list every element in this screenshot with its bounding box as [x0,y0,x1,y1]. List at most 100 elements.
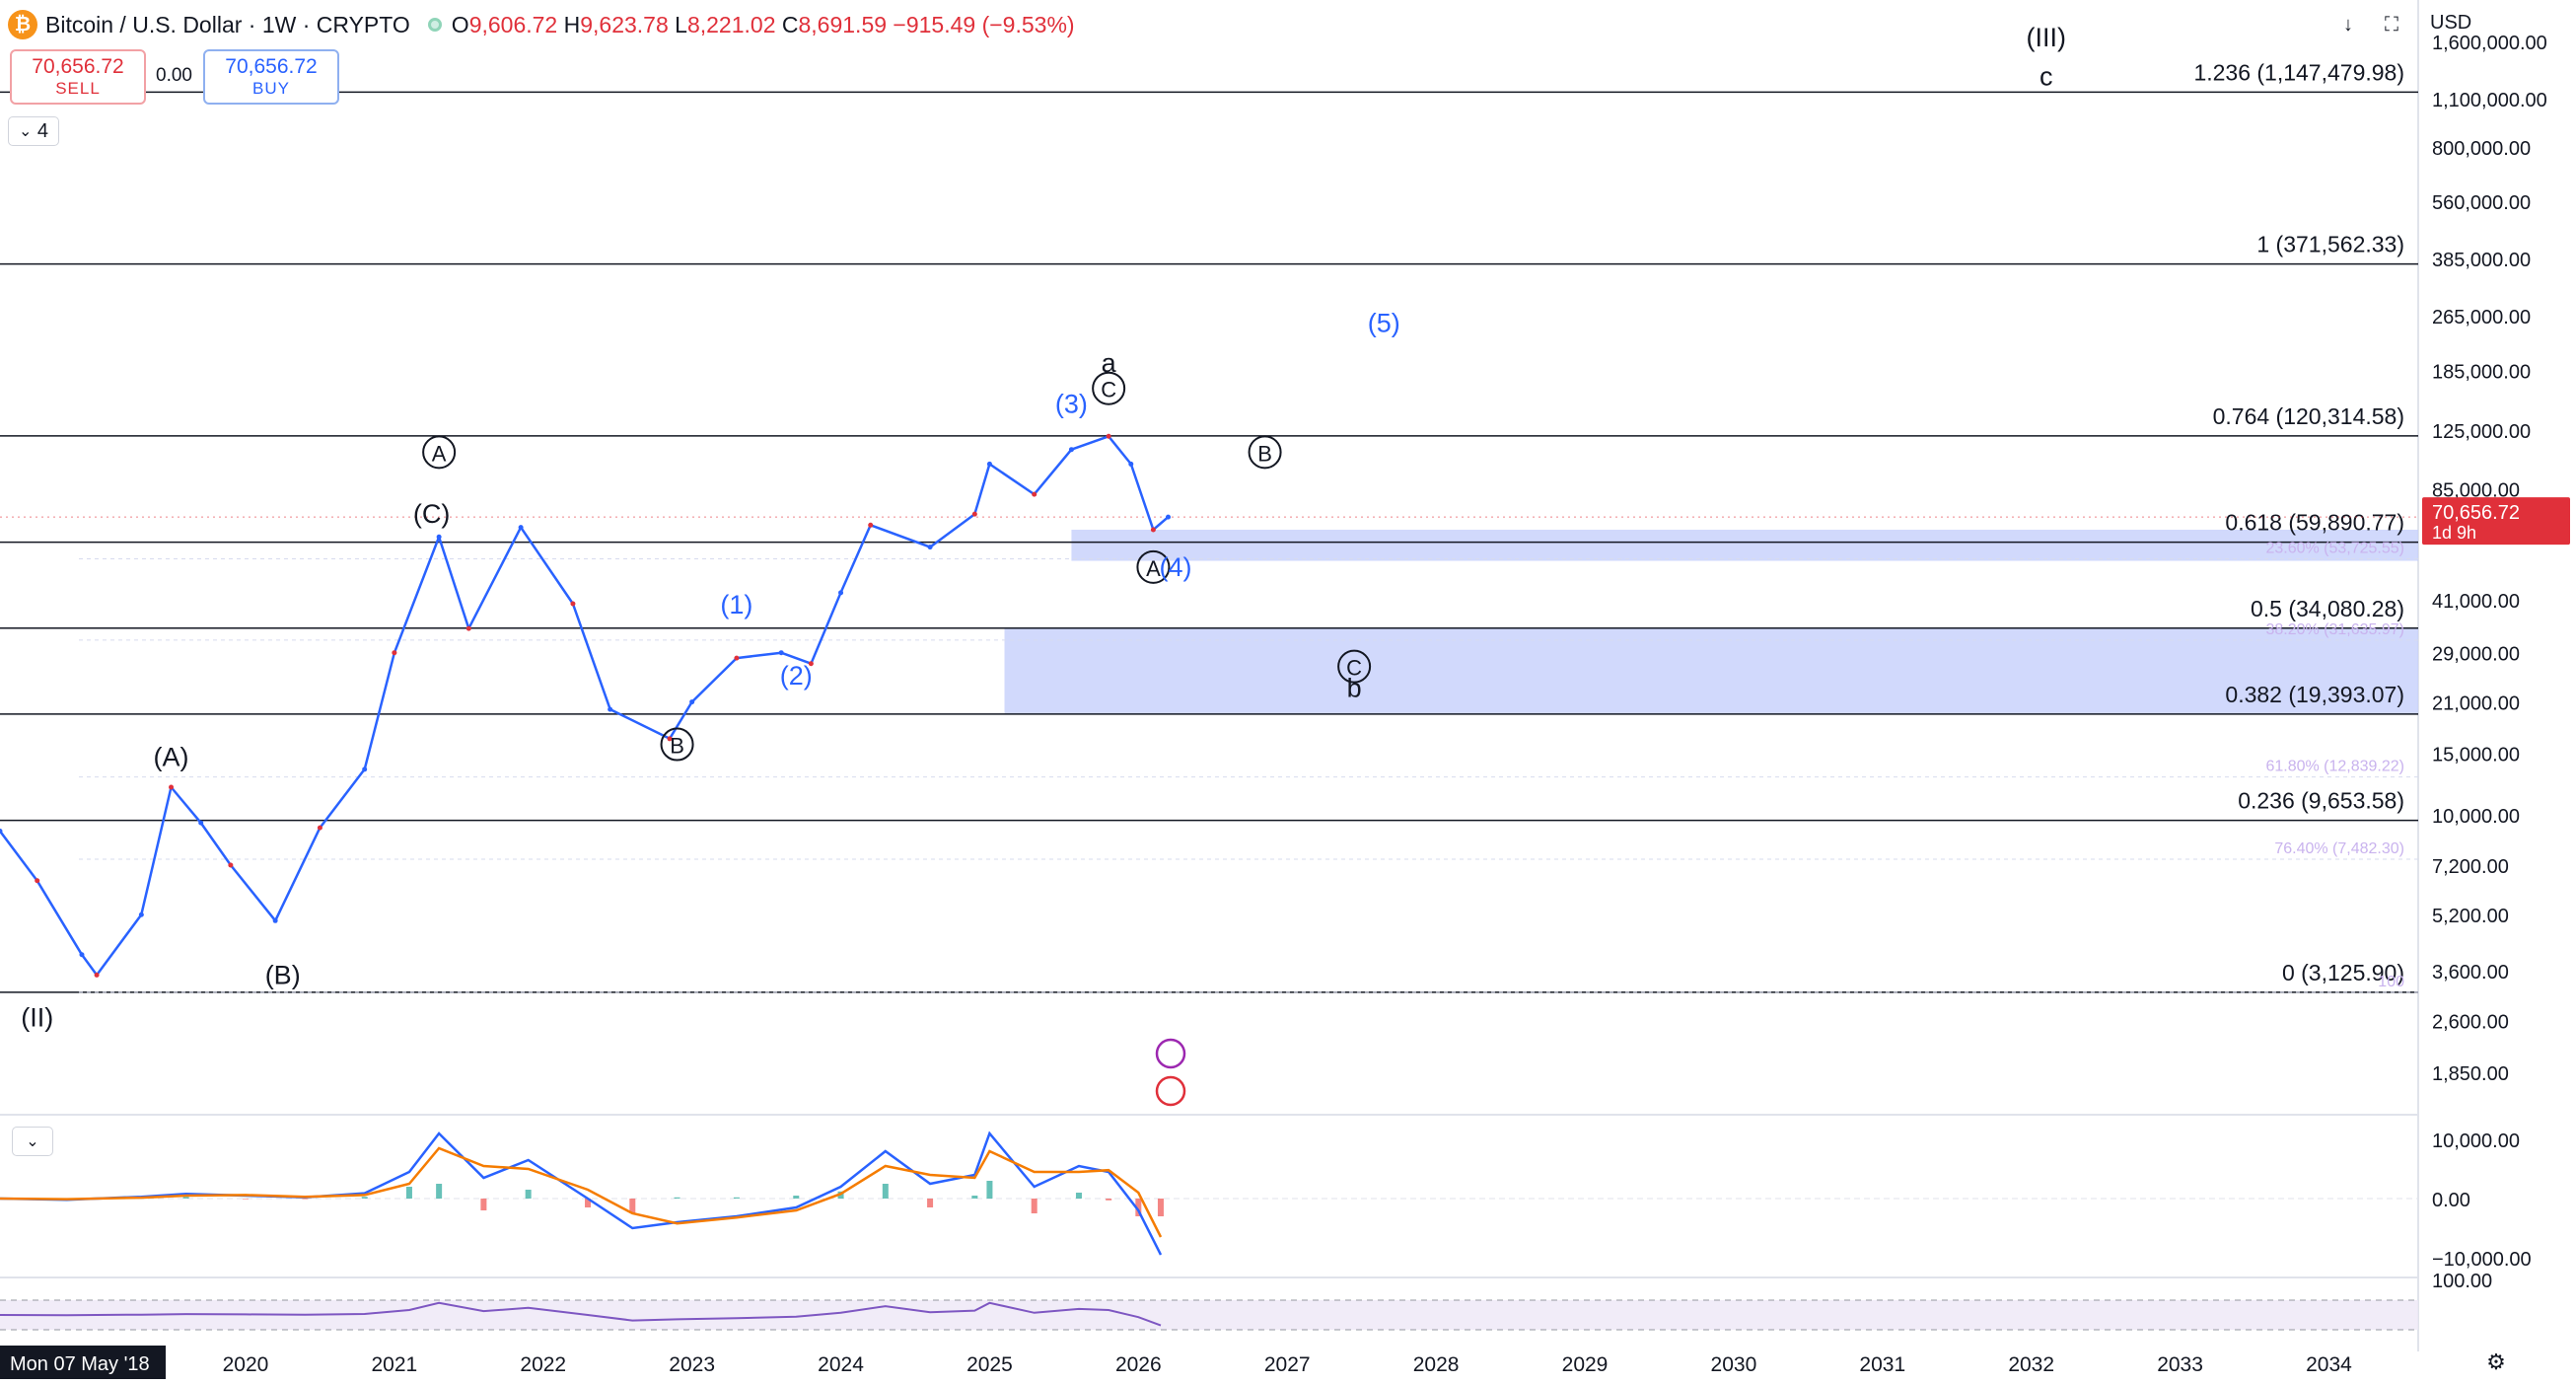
price-point [1150,527,1156,533]
price-point [94,972,100,978]
wave-label: (5) [1368,308,1400,337]
download-icon[interactable]: ↓ [2331,8,2365,41]
market-status-icon [427,18,442,32]
price-tick-label: 5,200.00 [2432,906,2509,927]
macd-histogram-bar [1135,1199,1142,1216]
price-tick-label: 1,100,000.00 [2432,90,2547,111]
time-tick-label: 2027 [1264,1353,1311,1376]
price-point [1032,491,1038,497]
time-tick-label: 2030 [1711,1353,1757,1376]
time-tick-label: 2034 [2306,1353,2352,1376]
buy-price: 70,656.72 [225,55,318,78]
pane-collapse-button[interactable]: ⌄ [12,1127,53,1156]
countdown-label: 1d 9h [2432,523,2476,543]
faint-fib-label: 76.40% (7,482.30) [2274,840,2404,857]
macd-tick-label: 0.00 [2432,1190,2470,1211]
wave-label: C [1101,378,1116,402]
fib-level-label: 1.236 (1,147,479.98) [2193,59,2404,85]
close-value: 8,691.59 [798,11,888,37]
price-tick-label: 185,000.00 [2432,361,2531,383]
price-point [986,461,992,467]
wave-label-circle [660,727,694,762]
wave-label-circle [1248,435,1282,470]
time-tick-label: 2032 [2008,1353,2054,1376]
price-tick-label: 3,600.00 [2432,962,2509,984]
price-point [138,911,144,917]
high-value: 9,623.78 [580,11,669,37]
rsi-tick-label: 100.00 [2432,1271,2492,1292]
price-tick-label: 29,000.00 [2432,644,2520,666]
time-tick-label: 2024 [818,1353,864,1376]
fib-level-label: 0.764 (120,314.58) [2213,403,2404,429]
wave-label: c [2039,61,2053,91]
rsi-line [0,1301,1162,1327]
wave-label: (4) [1160,552,1192,582]
price-point [518,525,524,531]
fib-level-label: 0.382 (19,393.07) [2225,682,2404,707]
macd-histogram-bar [986,1181,993,1199]
indicators-toggle-button[interactable]: ⌄ 4 [8,116,59,146]
time-tick-label: 2020 [223,1353,269,1376]
wave-label-circle [1136,549,1171,584]
price-tick-label: 385,000.00 [2432,250,2531,271]
macd-histogram-bar [1031,1199,1038,1213]
price-point [436,534,442,540]
macd-histogram-bar [182,1197,189,1199]
price-tick-label: 2,600.00 [2432,1011,2509,1033]
time-tick-label: 2031 [1859,1353,1905,1376]
symbol-header: ₿ Bitcoin / U.S. Dollar · 1W · CRYPTO O9… [0,0,2416,49]
wave-label: (A) [154,742,189,771]
symbol-title[interactable]: Bitcoin / U.S. Dollar · 1W · CRYPTO [45,11,410,37]
price-tick-label: 41,000.00 [2432,591,2520,613]
lightning-event-icon [1155,1038,1186,1069]
wave-label: (III) [2027,23,2067,52]
buy-button[interactable]: 70,656.72 BUY [203,49,339,105]
wave-label-circle [1337,649,1372,684]
price-point [778,650,784,656]
price-tick-label: 800,000.00 [2432,138,2531,160]
price-point [1106,433,1111,439]
wave-label-circle [1092,371,1126,405]
price-tick-label: 10,000.00 [2432,806,2520,828]
macd-tick-label: 10,000.00 [2432,1130,2520,1152]
price-point [392,650,397,656]
wave-label: B [1257,441,1272,466]
settings-gear-icon[interactable]: ⚙ [2481,1348,2511,1377]
currency-label[interactable]: USD [2430,12,2472,34]
change-value: −915.49 (−9.53%) [893,11,1075,37]
price-point [868,522,874,528]
price-point [317,825,322,831]
macd-signal-line [0,1146,1163,1238]
cursor-date-label: Mon 07 May '18 [10,1353,150,1375]
price-point [971,511,977,517]
wave-label: A [1146,556,1161,581]
macd-histogram-bar [629,1199,636,1213]
macd-histogram-bar [1106,1199,1112,1201]
chevron-down-icon: ⌄ [18,123,33,140]
wave-label: B [670,734,684,759]
rsi-band [0,1300,2418,1330]
faint-fib-label: 23.60% (53,725.55) [2265,540,2404,556]
price-point [35,878,40,884]
time-tick-label: 2021 [372,1353,418,1376]
fib-zone [1071,529,2418,561]
time-tick-label: 2025 [966,1353,1013,1376]
sell-button[interactable]: 70,656.72 SELL [10,49,146,105]
last-price-badge [2422,497,2570,546]
price-point [169,784,175,790]
sell-price: 70,656.72 [32,55,124,78]
price-point [1166,514,1172,520]
price-point [362,766,368,772]
time-tick-label: 2023 [669,1353,715,1376]
faint-fib-label: 38.20% (31,635.97) [2265,621,2404,638]
fib-level-label: 1 (371,562.33) [2256,232,2404,257]
fullscreen-icon[interactable]: ⛶ [2375,8,2408,41]
price-tick-label: 85,000.00 [2432,480,2520,502]
macd-histogram-bar [361,1197,368,1199]
price-point [0,828,3,834]
time-tick-label: 2022 [520,1353,566,1376]
price-tick-label: 265,000.00 [2432,307,2531,328]
macd-tick-label: −10,000.00 [2432,1249,2532,1271]
